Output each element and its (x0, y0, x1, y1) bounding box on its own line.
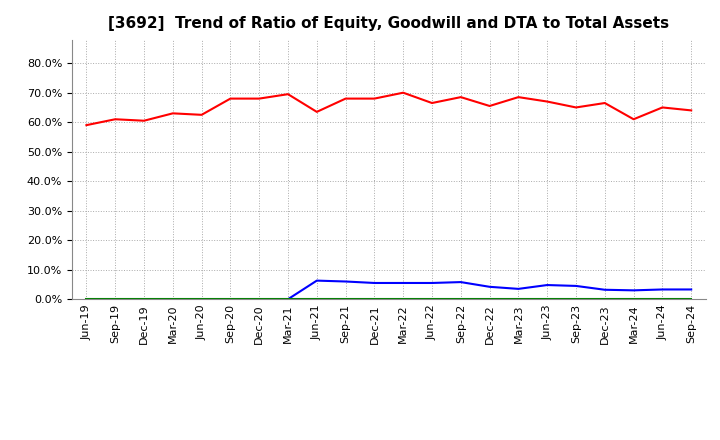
Deferred Tax Assets (111, 297, 120, 302)
Deferred Tax Assets (600, 297, 609, 302)
Goodwill (284, 297, 292, 302)
Deferred Tax Assets (255, 297, 264, 302)
Equity (312, 109, 321, 114)
Goodwill (312, 278, 321, 283)
Equity (600, 100, 609, 106)
Goodwill (168, 297, 177, 302)
Goodwill (428, 280, 436, 286)
Equity (111, 117, 120, 122)
Goodwill (197, 297, 206, 302)
Deferred Tax Assets (82, 297, 91, 302)
Equity (255, 96, 264, 101)
Line: Goodwill: Goodwill (86, 281, 691, 299)
Deferred Tax Assets (284, 297, 292, 302)
Deferred Tax Assets (168, 297, 177, 302)
Deferred Tax Assets (514, 297, 523, 302)
Equity (399, 90, 408, 95)
Deferred Tax Assets (485, 297, 494, 302)
Goodwill (399, 280, 408, 286)
Goodwill (687, 287, 696, 292)
Line: Equity: Equity (86, 93, 691, 125)
Deferred Tax Assets (687, 297, 696, 302)
Goodwill (485, 284, 494, 290)
Deferred Tax Assets (370, 297, 379, 302)
Deferred Tax Assets (312, 297, 321, 302)
Goodwill (658, 287, 667, 292)
Equity (514, 95, 523, 100)
Goodwill (255, 297, 264, 302)
Equity (658, 105, 667, 110)
Goodwill (456, 279, 465, 285)
Deferred Tax Assets (456, 297, 465, 302)
Equity (226, 96, 235, 101)
Goodwill (600, 287, 609, 293)
Equity (341, 96, 350, 101)
Deferred Tax Assets (629, 297, 638, 302)
Deferred Tax Assets (341, 297, 350, 302)
Deferred Tax Assets (658, 297, 667, 302)
Equity (543, 99, 552, 104)
Goodwill (514, 286, 523, 292)
Equity (629, 117, 638, 122)
Equity (572, 105, 580, 110)
Equity (456, 95, 465, 100)
Equity (370, 96, 379, 101)
Equity (168, 111, 177, 116)
Equity (485, 103, 494, 109)
Goodwill (111, 297, 120, 302)
Goodwill (629, 288, 638, 293)
Deferred Tax Assets (140, 297, 148, 302)
Title: [3692]  Trend of Ratio of Equity, Goodwill and DTA to Total Assets: [3692] Trend of Ratio of Equity, Goodwil… (108, 16, 670, 32)
Equity (284, 92, 292, 97)
Goodwill (140, 297, 148, 302)
Equity (197, 112, 206, 117)
Deferred Tax Assets (197, 297, 206, 302)
Deferred Tax Assets (428, 297, 436, 302)
Deferred Tax Assets (543, 297, 552, 302)
Deferred Tax Assets (572, 297, 580, 302)
Deferred Tax Assets (399, 297, 408, 302)
Deferred Tax Assets (226, 297, 235, 302)
Goodwill (341, 279, 350, 284)
Goodwill (543, 282, 552, 288)
Equity (82, 122, 91, 128)
Goodwill (572, 283, 580, 289)
Goodwill (226, 297, 235, 302)
Equity (687, 108, 696, 113)
Equity (140, 118, 148, 123)
Goodwill (370, 280, 379, 286)
Equity (428, 100, 436, 106)
Goodwill (82, 297, 91, 302)
